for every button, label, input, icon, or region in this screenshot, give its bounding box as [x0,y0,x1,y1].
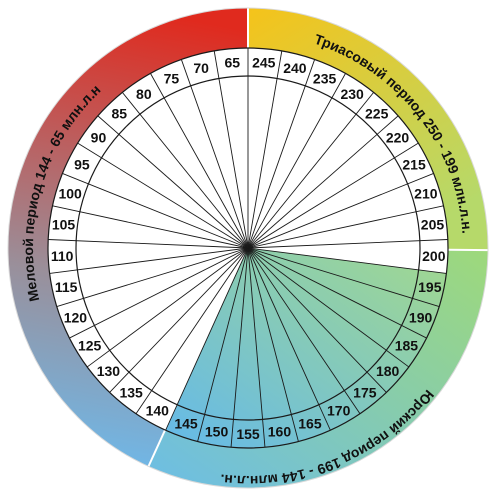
spoke-line [180,59,249,249]
tick-label: 220 [386,129,410,145]
cretaceous-band [7,8,249,467]
spoke-line [247,92,374,249]
spoke-line [86,247,249,368]
spoke-line [135,247,249,414]
tick-label: 115 [55,279,78,295]
tick-label: 90 [91,129,107,145]
spoke-line [69,247,249,339]
spoke-line [247,205,444,249]
spoke-line [197,247,249,442]
tick-label: 215 [402,156,426,172]
spoke-line [62,173,249,249]
spoke-line [247,239,448,249]
tick-label: 100 [58,186,82,202]
spoke-line [247,247,440,307]
spoke-line [77,142,249,249]
spokes [48,48,448,448]
spoke-line [247,247,266,448]
spoke-line [247,247,447,274]
spoke-line [247,142,419,249]
tick-label: 175 [353,385,377,401]
spoke-line [56,247,249,307]
spoke-line [49,247,249,274]
spoke-line [230,247,249,448]
tick-label: 195 [418,279,442,295]
tick-label: 170 [327,402,351,418]
spoke-line [247,59,316,249]
spoke-line [247,247,427,339]
jurassic-wedge [165,248,447,449]
spoke-line [247,247,387,393]
tick-label: 185 [395,338,419,354]
spoke-line [247,247,361,414]
tick-label: 145 [174,415,198,431]
spoke-line [247,115,399,249]
tick-label: 230 [340,86,364,102]
spoke-line [150,73,249,249]
tick-label: 70 [193,60,209,76]
tick-label: 240 [283,60,307,76]
jurassic-band [148,249,488,489]
tick-label: 75 [164,71,180,87]
tick-label: 80 [136,86,152,102]
tick-label: 130 [97,363,121,379]
tick-label: 140 [146,402,170,418]
outer-border [7,7,489,489]
spoke-line [247,247,331,431]
period-divider [147,429,166,467]
tick-label: 190 [409,309,433,325]
spoke-line [247,247,299,442]
tick-label: 110 [51,248,74,264]
tick-label: 125 [78,338,102,354]
spoke-line [48,239,249,249]
spoke-line [247,73,346,249]
triassic-band [248,8,488,251]
tick-label: 225 [365,106,389,122]
tick-label: 105 [52,216,76,232]
tick-label: 165 [298,415,322,431]
tick-label: 205 [421,216,445,232]
spoke-line [213,50,249,249]
spoke-line [247,173,434,249]
spoke-line [165,247,249,431]
spoke-line [247,50,283,249]
tick-label: 85 [112,106,128,122]
tick-label: 235 [313,71,337,87]
tick-label: 180 [376,363,400,379]
spoke-line [97,115,249,249]
tick-label: 95 [74,156,90,172]
spoke-line [52,205,249,249]
tick-label: 155 [236,426,260,442]
tick-label: 150 [205,423,229,439]
tick-label: 120 [64,309,88,325]
spoke-line [122,92,249,249]
tick-label: 200 [422,248,446,264]
tick-label: 210 [414,186,438,202]
spoke-line [109,247,249,393]
tick-label: 245 [252,55,276,71]
tick-label: 135 [119,385,143,401]
tick-label: 160 [268,423,292,439]
period-ring [7,8,488,489]
spoke-line [247,247,410,368]
tick-label: 65 [224,55,240,71]
